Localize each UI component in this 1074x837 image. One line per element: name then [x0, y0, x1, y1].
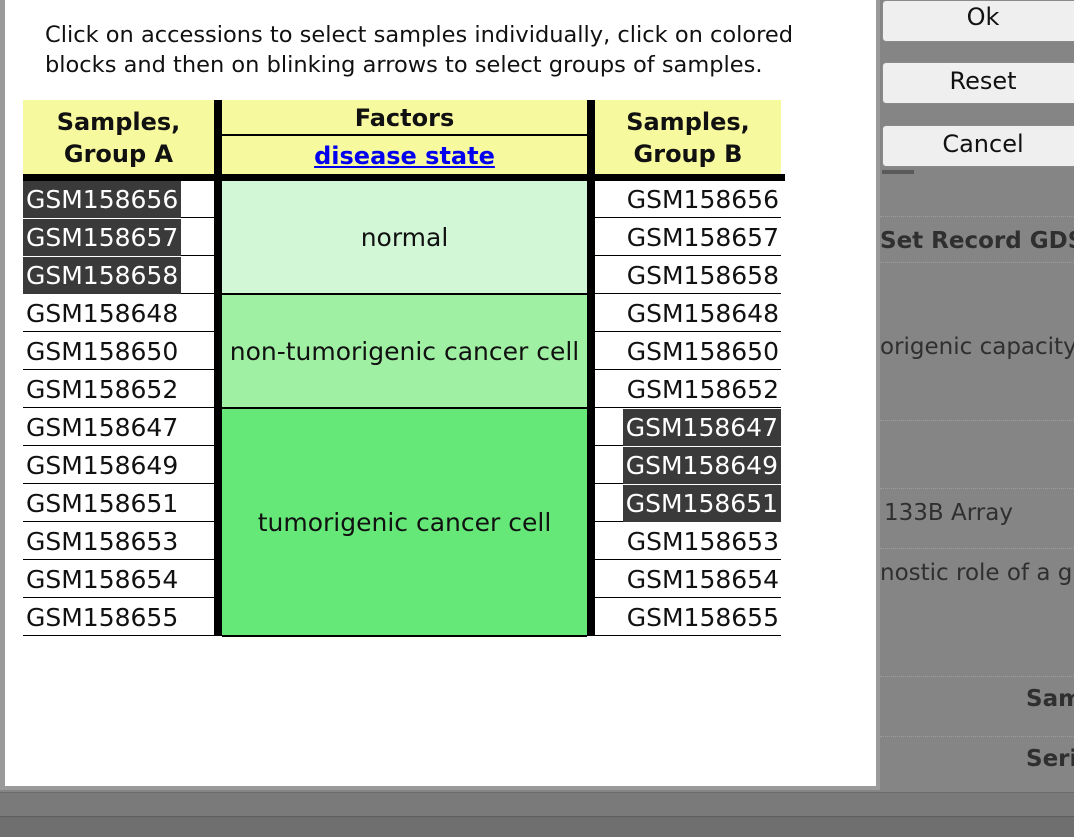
- group-b-sample-accession[interactable]: GSM158657: [595, 219, 781, 256]
- sample-selection-dialog: Click on accessions to select samples in…: [0, 0, 880, 790]
- ok-button[interactable]: Ok: [882, 0, 1074, 42]
- accession-id: GSM158657: [626, 223, 779, 252]
- header-separator: [23, 174, 785, 181]
- accession-id: GSM158653: [26, 527, 179, 556]
- background-divider: [880, 736, 1074, 737]
- factor-group-label: normal: [360, 222, 449, 252]
- group-a-sample-accession[interactable]: GSM158658: [23, 257, 214, 294]
- group-a-sample-accession[interactable]: GSM158657: [23, 219, 214, 256]
- group-a-sample-accession[interactable]: GSM158647: [23, 409, 214, 446]
- group-b-sample-accession[interactable]: GSM158650: [595, 333, 781, 370]
- group-a-sample-accession[interactable]: GSM158653: [23, 523, 214, 560]
- group-a-sample-accession[interactable]: GSM158654: [23, 561, 214, 598]
- group-b-header-line1: Samples,: [626, 108, 750, 136]
- group-a-sample-accession[interactable]: GSM158648: [23, 295, 214, 332]
- background-footer-bottom: [0, 816, 1074, 837]
- background-samples-label: Sam: [1026, 686, 1074, 712]
- group-b-sample-accession[interactable]: GSM158658: [595, 257, 781, 294]
- background-summary-text: origenic capacity: [880, 334, 1074, 360]
- group-b-header-line2: Group B: [633, 140, 743, 168]
- accession-id: GSM158652: [26, 375, 179, 404]
- group-a-sample-accession[interactable]: GSM158651: [23, 485, 214, 522]
- accession-id: GSM158657: [23, 219, 182, 256]
- accession-id: GSM158647: [26, 413, 179, 442]
- accession-id: GSM158654: [26, 565, 179, 594]
- disease-state-link[interactable]: disease state: [314, 142, 495, 170]
- accession-id: GSM158648: [26, 299, 179, 328]
- group-b-sample-accession[interactable]: GSM158652: [595, 371, 781, 408]
- accession-id: GSM158655: [626, 603, 779, 632]
- group-b-sample-accession[interactable]: GSM158654: [595, 561, 781, 598]
- group-b-sample-accession[interactable]: GSM158655: [595, 599, 781, 636]
- group-b-sample-accession[interactable]: GSM158651: [595, 485, 781, 522]
- factors-title: Factors: [222, 100, 587, 136]
- instructions-text: Click on accessions to select samples in…: [45, 22, 794, 78]
- group-a-header-line1: Samples,: [56, 108, 181, 136]
- accession-id: GSM158654: [626, 565, 779, 594]
- column-divider-right: [587, 100, 595, 636]
- background-divider: [880, 676, 1074, 677]
- accession-id: GSM158653: [626, 527, 779, 556]
- background-divider: [880, 488, 1074, 489]
- background-platform-text: 133B Array: [884, 500, 1013, 526]
- group-a-sample-accession[interactable]: GSM158656: [23, 181, 214, 218]
- factor-group-block[interactable]: non-tumorigenic cancer cell: [222, 295, 587, 409]
- accession-id: GSM158647: [622, 409, 781, 446]
- accession-id: GSM158656: [626, 185, 779, 214]
- accession-id: GSM158650: [26, 337, 179, 366]
- group-a-sample-accession[interactable]: GSM158655: [23, 599, 214, 636]
- group-a-sample-accession[interactable]: GSM158649: [23, 447, 214, 484]
- accession-id: GSM158655: [26, 603, 179, 632]
- background-record-heading: Set Record GDS: [880, 228, 1074, 254]
- background-tab-indicator: [882, 170, 914, 174]
- group-a-header: Samples, Group A: [23, 100, 214, 174]
- group-b-sample-accession[interactable]: GSM158647: [595, 409, 781, 446]
- accession-id: GSM158652: [626, 375, 779, 404]
- accession-id: GSM158658: [23, 257, 182, 294]
- factor-group-block[interactable]: normal: [222, 181, 587, 295]
- accession-id: GSM158649: [26, 451, 179, 480]
- cancel-button[interactable]: Cancel: [882, 125, 1074, 167]
- background-series-label: Seri: [1026, 746, 1074, 772]
- group-a-sample-accession[interactable]: GSM158650: [23, 333, 214, 370]
- group-a-header-line2: Group A: [63, 140, 174, 168]
- group-b-sample-accession[interactable]: GSM158653: [595, 523, 781, 560]
- background-divider: [880, 420, 1074, 421]
- background-divider: [880, 548, 1074, 549]
- group-a-sample-accession[interactable]: GSM158652: [23, 371, 214, 408]
- background-divider: [880, 262, 1074, 263]
- background-design-text: nostic role of a g: [880, 560, 1073, 586]
- reset-button[interactable]: Reset: [882, 62, 1074, 104]
- accession-id: GSM158656: [23, 181, 182, 218]
- accession-id: GSM158651: [26, 489, 179, 518]
- group-b-sample-accession[interactable]: GSM158648: [595, 295, 781, 332]
- factor-group-label: tumorigenic cancer cell: [257, 507, 552, 537]
- accession-id: GSM158648: [626, 299, 779, 328]
- accession-id: GSM158658: [626, 261, 779, 290]
- factor-link-cell: disease state: [222, 136, 587, 174]
- factor-group-label: non-tumorigenic cancer cell: [229, 336, 580, 366]
- background-divider: [880, 216, 1074, 217]
- factor-group-block[interactable]: tumorigenic cancer cell: [222, 409, 587, 637]
- group-b-sample-accession[interactable]: GSM158656: [595, 181, 781, 218]
- column-divider-left: [214, 100, 222, 636]
- accession-id: GSM158651: [622, 485, 781, 522]
- accession-id: GSM158650: [626, 337, 779, 366]
- group-b-header: Samples, Group B: [595, 100, 781, 174]
- group-b-sample-accession[interactable]: GSM158649: [595, 447, 781, 484]
- accession-id: GSM158649: [622, 447, 781, 484]
